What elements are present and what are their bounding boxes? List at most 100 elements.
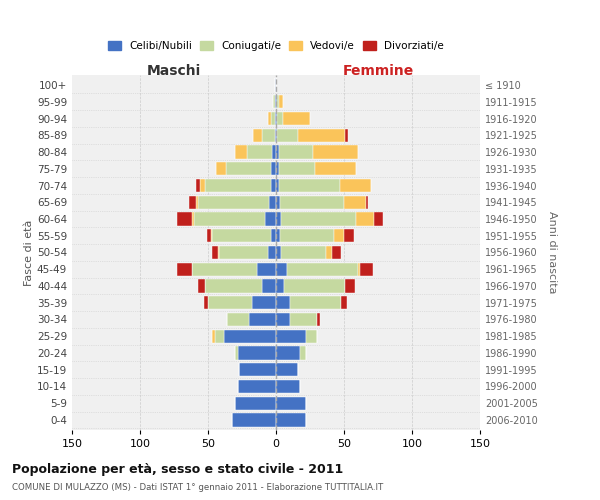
Text: COMUNE DI MULAZZO (MS) - Dati ISTAT 1° gennaio 2011 - Elaborazione TUTTITALIA.IT: COMUNE DI MULAZZO (MS) - Dati ISTAT 1° g… [12,484,383,492]
Bar [249,313,276,326]
Bar [332,246,341,259]
Text: Maschi: Maschi [147,64,201,78]
Text: Popolazione per età, sesso e stato civile - 2011: Popolazione per età, sesso e stato civil… [12,462,343,475]
Bar [268,112,271,125]
Text: Femmine: Femmine [343,64,413,78]
Bar [216,162,226,175]
Bar [272,146,276,158]
Bar [276,262,287,276]
Bar [276,346,301,360]
Bar [280,229,334,242]
Bar [316,162,356,175]
Bar [279,179,340,192]
Bar [212,330,215,343]
Bar [281,212,356,226]
Bar [208,296,251,310]
Bar [306,330,317,343]
Bar [344,196,366,209]
Bar [276,296,290,310]
Bar [276,112,277,125]
Bar [238,380,276,393]
Bar [212,229,271,242]
Bar [206,229,211,242]
Bar [189,196,196,209]
Bar [276,380,301,393]
Bar [276,179,279,192]
Bar [271,229,276,242]
Bar [275,78,276,92]
Bar [317,313,320,326]
Bar [268,246,276,259]
Bar [275,95,276,108]
Legend: Celibi/Nubili, Coniugati/e, Vedovi/e, Divorziati/e: Celibi/Nubili, Coniugati/e, Vedovi/e, Di… [108,41,444,51]
Bar [276,162,279,175]
Bar [279,162,316,175]
Bar [340,179,371,192]
Bar [218,246,219,259]
Bar [279,95,283,108]
Bar [346,280,355,292]
Bar [271,179,276,192]
Bar [199,280,205,292]
Bar [284,280,346,292]
Bar [271,162,276,175]
Bar [271,112,275,125]
Bar [265,212,276,226]
Bar [235,396,276,410]
Bar [276,280,284,292]
Bar [177,212,191,226]
Bar [276,330,306,343]
Bar [290,313,317,326]
Bar [226,162,271,175]
Y-axis label: Anni di nascita: Anni di nascita [547,211,557,294]
Bar [273,95,275,108]
Bar [224,330,276,343]
Bar [313,146,358,158]
Bar [366,196,368,209]
Bar [275,128,276,142]
Bar [281,246,326,259]
Bar [257,262,276,276]
Bar [196,196,199,209]
Bar [205,280,262,292]
Bar [361,262,373,276]
Bar [290,296,341,310]
Bar [276,95,277,108]
Bar [276,313,290,326]
Bar [238,346,276,360]
Bar [262,280,276,292]
Bar [196,179,200,192]
Bar [276,414,306,426]
Bar [334,229,344,242]
Bar [251,296,276,310]
Bar [301,346,306,360]
Bar [344,229,353,242]
Bar [276,212,281,226]
Bar [205,179,271,192]
Bar [277,128,298,142]
Bar [346,128,348,142]
Bar [204,296,208,310]
Bar [275,112,276,125]
Y-axis label: Fasce di età: Fasce di età [24,220,34,286]
Bar [356,212,374,226]
Bar [277,112,283,125]
Bar [283,112,310,125]
Bar [194,212,265,226]
Bar [374,212,383,226]
Bar [215,330,224,343]
Bar [177,262,191,276]
Bar [247,146,272,158]
Bar [191,212,194,226]
Bar [232,414,276,426]
Bar [212,246,218,259]
Bar [358,262,361,276]
Bar [276,363,298,376]
Bar [235,346,238,360]
Bar [280,196,344,209]
Bar [326,246,332,259]
Bar [199,196,269,209]
Bar [227,313,249,326]
Bar [219,246,268,259]
Bar [277,95,279,108]
